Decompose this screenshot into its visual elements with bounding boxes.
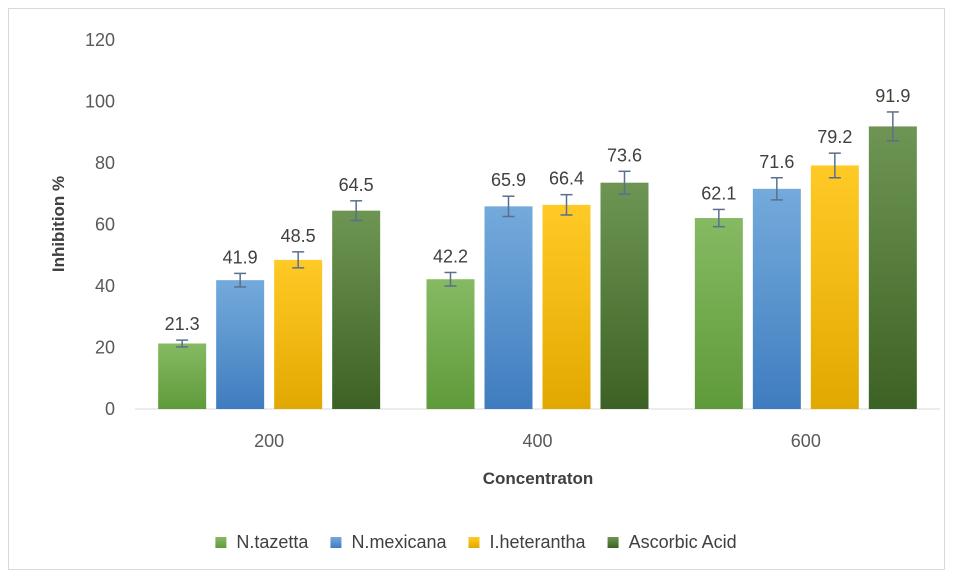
y-axis-title: Inhibition % <box>49 176 68 272</box>
x-tick-label: 600 <box>791 431 821 451</box>
y-tick-label: 100 <box>85 92 115 112</box>
legend-swatch <box>330 537 342 548</box>
legend-swatch <box>607 537 619 548</box>
data-label: 41.9 <box>223 247 258 267</box>
legend-label: N.tazetta <box>236 532 309 552</box>
legend-item-n-mexicana: N.mexicana <box>330 532 447 552</box>
bar-i-heterantha-400 <box>542 204 591 409</box>
bar-n-mexicana-200 <box>216 280 265 409</box>
bar-ascorbic-acid-600 <box>868 126 917 409</box>
error-bar <box>176 339 189 348</box>
y-tick-label: 120 <box>85 30 115 50</box>
y-axis-ticks: 0 20 40 60 80 100 120 <box>85 30 115 419</box>
legend-swatch <box>468 537 480 548</box>
x-axis-title: Concentraton <box>483 469 594 488</box>
error-bar <box>350 200 363 222</box>
x-tick-label: 200 <box>254 431 284 451</box>
error-bar <box>444 271 457 287</box>
data-label: 79.2 <box>817 127 852 147</box>
error-bar <box>502 195 515 218</box>
data-label: 66.4 <box>549 169 584 189</box>
legend-item-n-tazetta: N.tazetta <box>215 532 309 552</box>
legend-swatch <box>215 537 227 548</box>
data-label: 65.9 <box>491 170 526 190</box>
error-bar <box>828 152 841 179</box>
data-label: 21.3 <box>165 314 200 334</box>
legend-item-i-heterantha: I.heterantha <box>468 532 587 552</box>
data-label: 71.6 <box>759 152 794 172</box>
y-tick-label: 60 <box>95 215 115 235</box>
data-label: 48.5 <box>281 226 316 246</box>
error-bar <box>618 170 631 195</box>
x-axis-ticks: 200 400 600 <box>254 431 821 451</box>
data-label: 64.5 <box>339 175 374 195</box>
bar-n-mexicana-400 <box>484 206 533 409</box>
data-label: 62.1 <box>701 183 736 203</box>
legend-label: N.mexicana <box>351 532 447 552</box>
bars-group: 21.3 41.9 48.5 64.5 42.2 65.9 66.4 73.6 62.1 71.6… <box>158 86 917 409</box>
bar-i-heterantha-600 <box>810 165 859 409</box>
error-bar <box>770 177 783 201</box>
error-bar <box>234 272 247 288</box>
y-tick-label: 20 <box>95 338 115 358</box>
bar-n-tazetta-400 <box>426 279 475 409</box>
bar-ascorbic-acid-400 <box>600 182 649 409</box>
error-bar <box>560 193 573 216</box>
data-label: 73.6 <box>607 145 642 165</box>
bar-n-mexicana-600 <box>752 188 801 409</box>
error-bar <box>886 111 899 142</box>
legend: N.tazetta N.mexicana I.heterantha Ascorbic … <box>215 532 737 552</box>
legend-label: I.heterantha <box>489 532 586 552</box>
bar-ascorbic-acid-200 <box>332 210 381 409</box>
data-label: 42.2 <box>433 246 468 266</box>
bar-n-tazetta-600 <box>694 218 743 409</box>
legend-label: Ascorbic Acid <box>629 532 737 552</box>
y-tick-label: 0 <box>105 399 115 419</box>
bar-n-tazetta-200 <box>158 343 207 409</box>
y-tick-label: 80 <box>95 153 115 173</box>
data-label: 91.9 <box>875 86 910 106</box>
error-bar <box>292 251 305 269</box>
y-tick-label: 40 <box>95 276 115 296</box>
x-tick-label: 400 <box>522 431 552 451</box>
error-bar <box>712 208 725 228</box>
legend-item-ascorbic-acid: Ascorbic Acid <box>607 532 737 552</box>
bar-i-heterantha-200 <box>274 259 323 409</box>
